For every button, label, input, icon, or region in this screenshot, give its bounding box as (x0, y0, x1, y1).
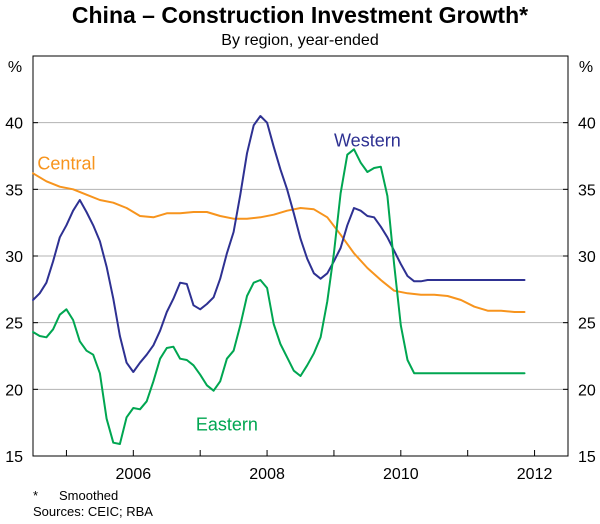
y-tick-label-left: 15 (5, 449, 23, 466)
y-tick-label-right: 15 (578, 449, 596, 466)
series-line-western (32, 115, 526, 373)
series-label-western: Western (334, 131, 401, 151)
chart-subtitle: By region, year-ended (221, 32, 379, 49)
y-unit-left: % (8, 59, 22, 76)
footnote-text: Smoothed (59, 488, 119, 503)
y-tick-label-right: 25 (578, 316, 596, 333)
x-tick-label: 2010 (383, 466, 419, 483)
series-line-eastern (32, 148, 526, 445)
y-tick-label-right: 35 (578, 182, 596, 199)
y-unit-right: % (579, 59, 593, 76)
y-tick-label-right: 20 (578, 382, 596, 399)
series-line-central (32, 172, 526, 313)
footnote: * Smoothed (33, 488, 153, 504)
y-tick-label-right: 30 (578, 249, 596, 266)
x-tick-label: 2008 (249, 466, 285, 483)
y-tick-label-left: 30 (5, 249, 23, 266)
y-tick-label-left: 40 (5, 116, 23, 133)
y-tick-label-left: 20 (5, 382, 23, 399)
series-label-eastern: Eastern (196, 415, 258, 435)
chart-notes: * Smoothed Sources: CEIC; RBA (33, 488, 153, 520)
y-tick-label-left: 35 (5, 182, 23, 199)
footnote-marker: * (33, 488, 39, 503)
sources: Sources: CEIC; RBA (33, 504, 153, 519)
y-tick-label-right: 40 (578, 116, 596, 133)
series-label-central: Central (37, 153, 95, 173)
x-tick-label: 2012 (517, 466, 553, 483)
x-tick-label: 2006 (116, 466, 152, 483)
chart-title: China – Construction Investment Growth* (71, 2, 529, 28)
y-tick-label-left: 25 (5, 316, 23, 333)
